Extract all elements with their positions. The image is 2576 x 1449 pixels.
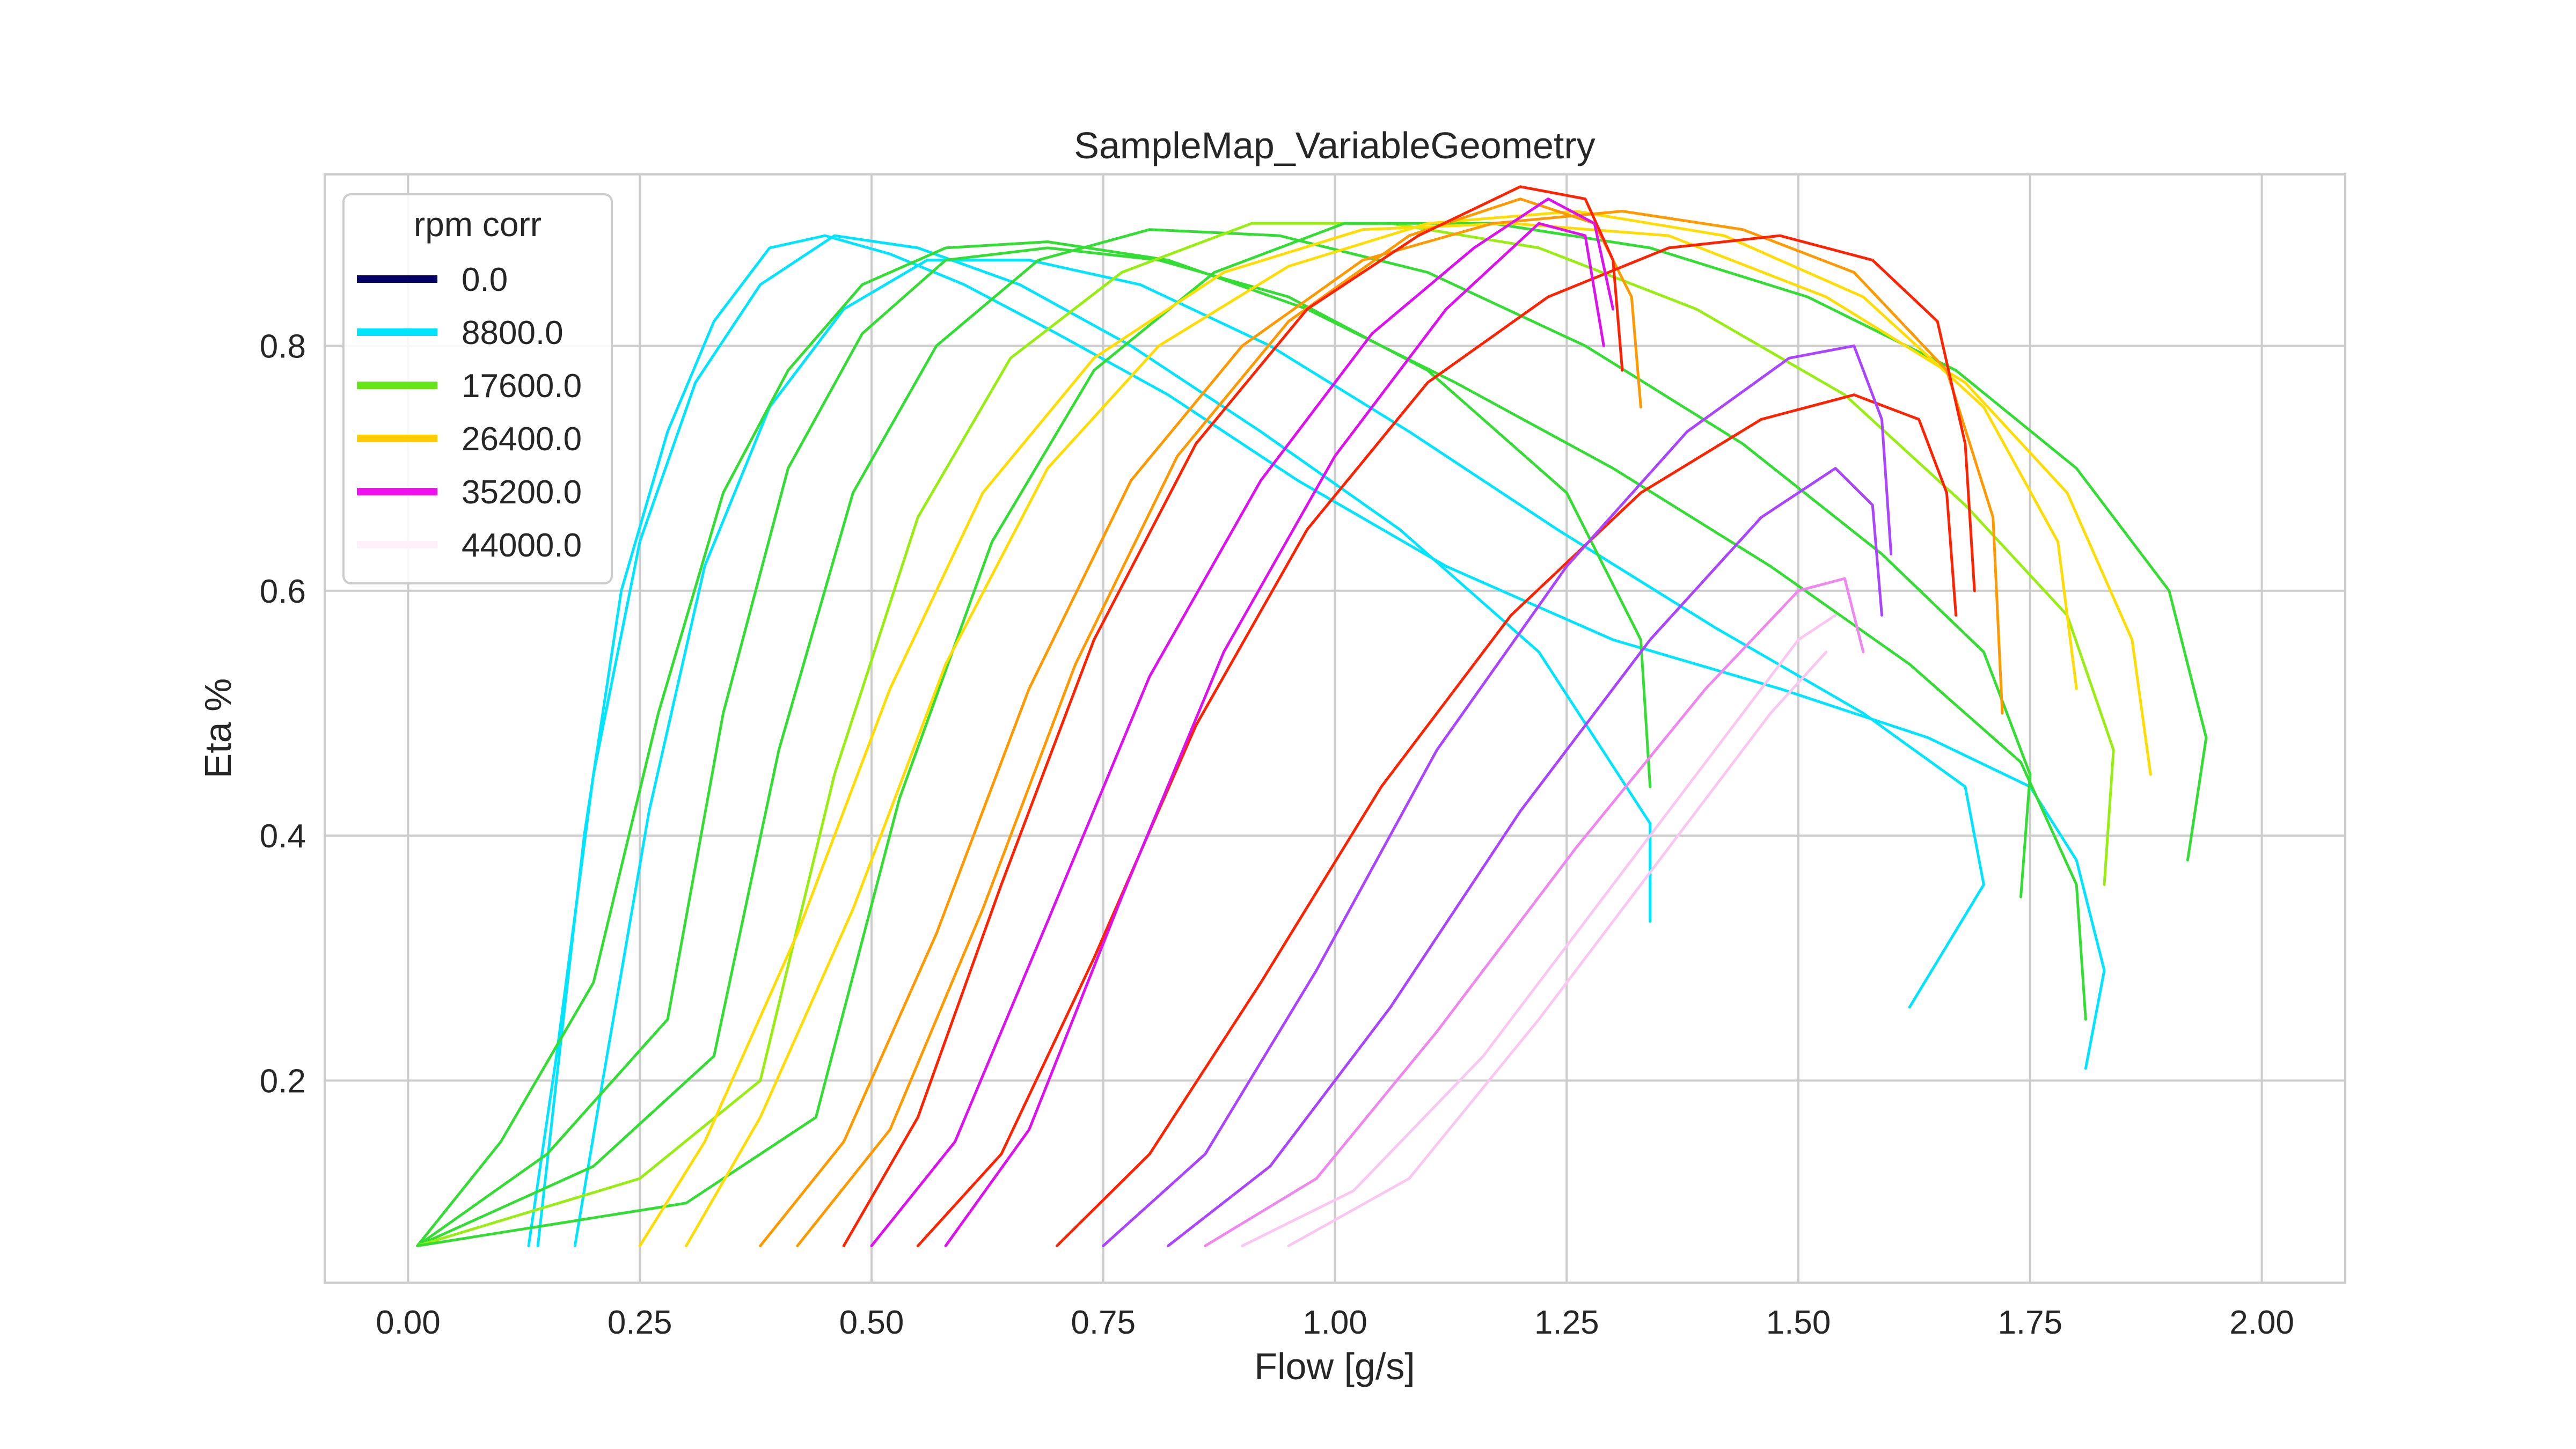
series-line <box>416 222 2208 1247</box>
chart-title: SampleMap_VariableGeometry <box>1074 125 1595 166</box>
grid <box>325 174 2345 1283</box>
series-line <box>916 234 1976 1247</box>
y-tick-labels: 0.2 0.4 0.6 0.8 <box>260 328 306 1100</box>
series-line <box>870 197 1615 1247</box>
plot-frame <box>324 173 2346 1284</box>
series-line <box>638 222 2152 1247</box>
legend-label: 44000.0 <box>462 527 582 564</box>
x-tick-labels: 0.00 0.25 0.50 0.75 1.00 1.25 1.50 1.75 2.00 <box>376 1304 2294 1341</box>
x-tick-label: 1.00 <box>1302 1304 1367 1341</box>
x-tick-label: 1.25 <box>1534 1304 1599 1341</box>
x-tick-label: 0.50 <box>839 1304 904 1341</box>
legend-title: rpm corr <box>414 205 541 244</box>
series-line <box>1241 613 1837 1247</box>
series-line <box>1204 577 1865 1247</box>
series-line <box>1167 467 1883 1247</box>
series-line <box>416 240 2087 1247</box>
y-tick-label: 0.4 <box>260 818 306 855</box>
series-line <box>416 222 2115 1247</box>
y-axis-label: Eta % <box>197 678 239 779</box>
x-tick-label: 0.75 <box>1071 1304 1136 1341</box>
legend-label: 26400.0 <box>462 421 582 458</box>
legend-frame <box>342 193 613 584</box>
series-line <box>527 234 1652 1247</box>
legend-label: 17600.0 <box>462 368 582 405</box>
series-line <box>1055 393 1958 1247</box>
series-line <box>842 185 1624 1247</box>
x-tick-label: 0.25 <box>608 1304 672 1341</box>
x-tick-label: 0.00 <box>376 1304 441 1341</box>
legend: rpm corr 0.0 8800.0 17600.0 26400.0 35200.0 4… <box>342 193 613 584</box>
series-line <box>536 234 2106 1247</box>
y-tick-label: 0.2 <box>260 1063 306 1100</box>
y-tick-label: 0.6 <box>260 573 306 610</box>
series-line <box>1287 650 1828 1247</box>
series-line <box>416 228 2032 1247</box>
series-lines <box>416 185 2208 1247</box>
series-line <box>416 246 1652 1247</box>
series-line <box>1102 344 1893 1247</box>
series-line <box>685 210 2078 1247</box>
series-line <box>573 259 1985 1247</box>
legend-label: 0.0 <box>462 261 508 298</box>
series-line <box>759 210 2004 1247</box>
x-tick-label: 1.75 <box>1997 1304 2062 1341</box>
legend-label: 35200.0 <box>462 474 582 511</box>
series-line <box>944 222 1605 1247</box>
x-tick-label: 1.50 <box>1766 1304 1831 1341</box>
x-axis-label: Flow [g/s] <box>1254 1345 1415 1387</box>
x-tick-label: 2.00 <box>2229 1304 2294 1341</box>
legend-label: 8800.0 <box>462 314 564 352</box>
y-tick-label: 0.8 <box>260 328 306 365</box>
legend-entries: 0.0 8800.0 17600.0 26400.0 35200.0 44000.0 <box>357 261 582 564</box>
